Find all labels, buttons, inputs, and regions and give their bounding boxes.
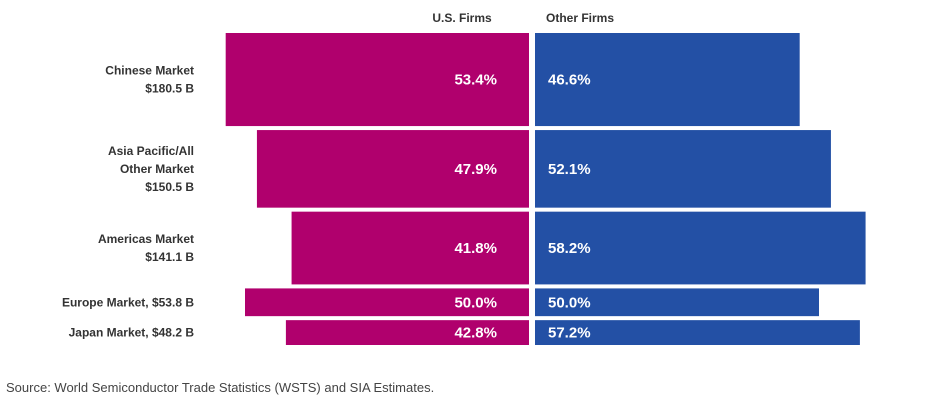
bar-other-2 xyxy=(535,211,866,285)
legend-us-firms: U.S. Firms xyxy=(432,11,492,25)
value-label-other-3: 50.0% xyxy=(548,294,591,311)
bar-us-3 xyxy=(245,288,529,317)
value-label-us-3: 50.0% xyxy=(454,294,497,311)
value-label-other-2: 58.2% xyxy=(548,240,591,257)
category-label-0: Chinese Market $180.5 B xyxy=(105,64,194,96)
bar-us-0 xyxy=(225,33,530,127)
bar-us-4 xyxy=(285,320,529,345)
bar-us-1 xyxy=(256,130,529,208)
value-label-us-1: 47.9% xyxy=(454,161,497,178)
category-label-1: Asia Pacific/All Other Market $150.5 B xyxy=(108,144,194,194)
category-label-2: Americas Market $141.1 B xyxy=(98,232,194,264)
value-label-other-0: 46.6% xyxy=(548,72,591,89)
bar-other-4 xyxy=(535,320,860,345)
bar-other-1 xyxy=(535,130,831,208)
value-label-us-2: 41.8% xyxy=(454,240,497,257)
value-label-us-0: 53.4% xyxy=(454,72,497,89)
value-label-other-4: 57.2% xyxy=(548,325,591,342)
category-label-3: Europe Market, $53.8 B xyxy=(62,295,194,309)
value-label-other-1: 52.1% xyxy=(548,161,591,178)
source-note: Source: World Semiconductor Trade Statis… xyxy=(6,380,435,395)
legend-other-firms: Other Firms xyxy=(546,11,614,25)
value-label-us-4: 42.8% xyxy=(454,325,497,342)
bar-us-2 xyxy=(291,211,529,285)
bar-other-0 xyxy=(535,33,800,127)
market-share-chart: U.S. Firms Other Firms 53.4% 46.6% Chinese… xyxy=(62,11,866,345)
category-label-4: Japan Market, $48.2 B xyxy=(69,326,195,340)
bar-other-3 xyxy=(535,288,819,317)
